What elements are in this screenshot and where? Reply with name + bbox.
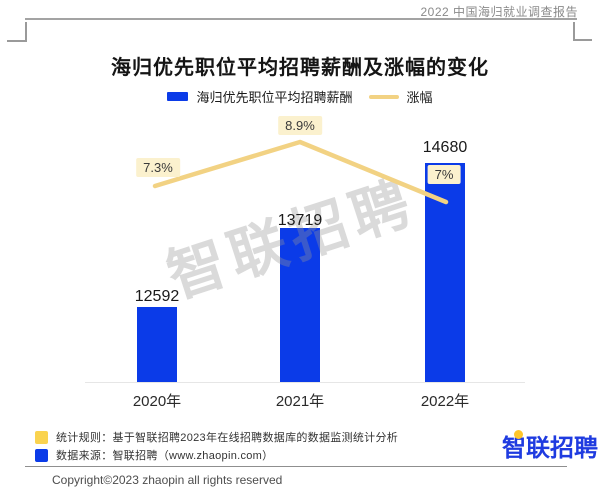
zhaopin-logo: 智联招聘 <box>502 428 598 463</box>
copyright-text: Copyright©2023 zhaopin all rights reserv… <box>52 473 283 487</box>
bar-2020 <box>137 307 177 382</box>
bar-value-2021: 13719 <box>277 212 323 229</box>
x-axis-line <box>85 382 525 383</box>
legend-line-label: 涨幅 <box>406 90 433 105</box>
zhaopin-logo-sun-icon <box>514 430 523 439</box>
x-tick-2022: 2022年 <box>420 393 470 410</box>
report-header-title: 2022 中国海归就业调查报告 <box>420 5 578 19</box>
legend-bar-label: 海归优先职位平均招聘薪酬 <box>196 90 353 105</box>
x-tick-2020: 2020年 <box>132 393 182 410</box>
bar-2022 <box>425 163 465 382</box>
stat-rule-text: 统计规则：基于智联招聘2023年在线招聘数据库的数据监测统计分析 <box>56 432 399 444</box>
footnote-stat-rule: 统计规则：基于智联招聘2023年在线招聘数据库的数据监测统计分析 <box>35 429 398 445</box>
header-divider-line <box>25 18 577 20</box>
legend-bar-swatch <box>167 92 189 101</box>
data-source-swatch-icon <box>35 448 48 462</box>
bar-value-2020: 12592 <box>134 288 180 305</box>
data-source-text: 数据来源：智联招聘（www.zhaopin.com） <box>56 450 274 462</box>
chart-legend: 海归优先职位平均招聘薪酬 涨幅 <box>0 87 600 106</box>
growth-label-2022: 7% <box>427 165 461 184</box>
footer-divider-line <box>25 466 567 467</box>
corner-mark-left <box>7 40 27 42</box>
bar-2021 <box>280 228 320 382</box>
growth-label-2020: 7.3% <box>136 158 180 177</box>
bar-value-2022: 14680 <box>422 139 468 156</box>
chart-title: 海归优先职位平均招聘薪酬及涨幅的变化 <box>111 57 489 79</box>
stat-rule-swatch-icon <box>35 430 48 444</box>
zhaopin-logo-text: 智联招聘 <box>502 435 598 462</box>
corner-mark-right <box>573 22 575 41</box>
legend-line-swatch <box>368 94 399 99</box>
corner-mark-left <box>25 22 27 42</box>
corner-mark-right <box>573 39 592 41</box>
growth-label-2021: 8.9% <box>278 116 322 135</box>
x-tick-2021: 2021年 <box>275 393 325 410</box>
footnote-data-source: 数据来源：智联招聘（www.zhaopin.com） <box>35 447 273 463</box>
